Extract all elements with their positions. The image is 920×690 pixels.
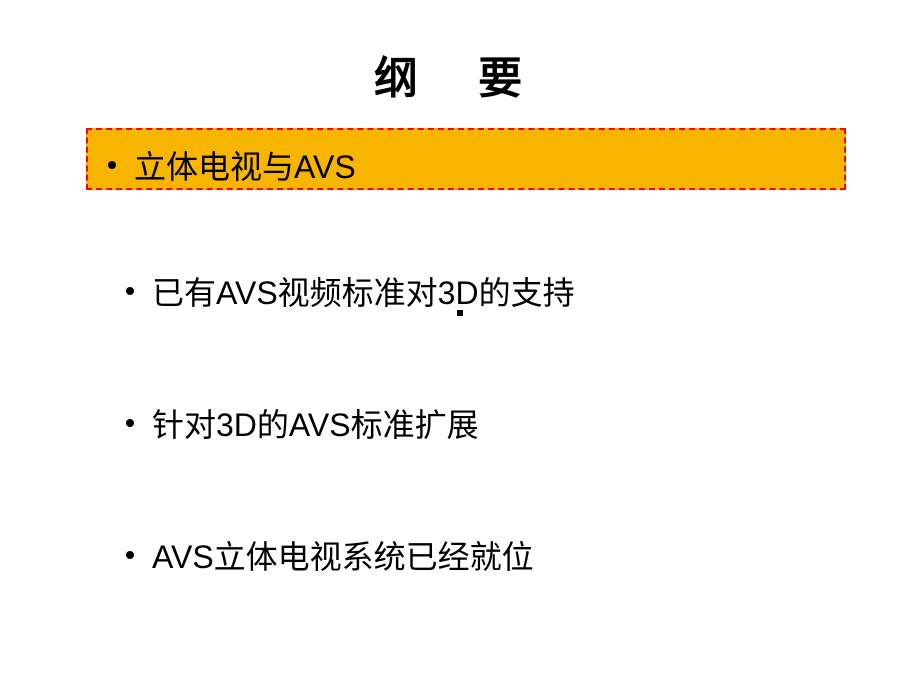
bullet-dot-icon [126,287,134,295]
bullet-item-4: AVS立体电视系统已经就位 [126,532,534,578]
bullet-text: AVS立体电视系统已经就位 [152,532,534,578]
bullet-item-3: 针对3D的AVS标准扩展 [126,400,479,446]
bullet-text: 针对3D的AVS标准扩展 [152,400,479,446]
center-marker-icon [457,310,463,316]
bullet-item-1: 立体电视与AVS [108,142,356,188]
bullet-item-2: 已有AVS视频标准对3D的支持 [126,268,575,314]
bullet-dot-icon [126,419,134,427]
slide: 纲 要 立体电视与AVS 已有AVS视频标准对3D的支持 针对3D的AVS标准扩… [0,0,920,690]
bullet-dot-icon [108,161,116,169]
bullet-text: 已有AVS视频标准对3D的支持 [152,268,575,314]
bullet-text: 立体电视与AVS [134,142,356,188]
slide-title: 纲 要 [0,42,920,106]
bullet-dot-icon [126,551,134,559]
